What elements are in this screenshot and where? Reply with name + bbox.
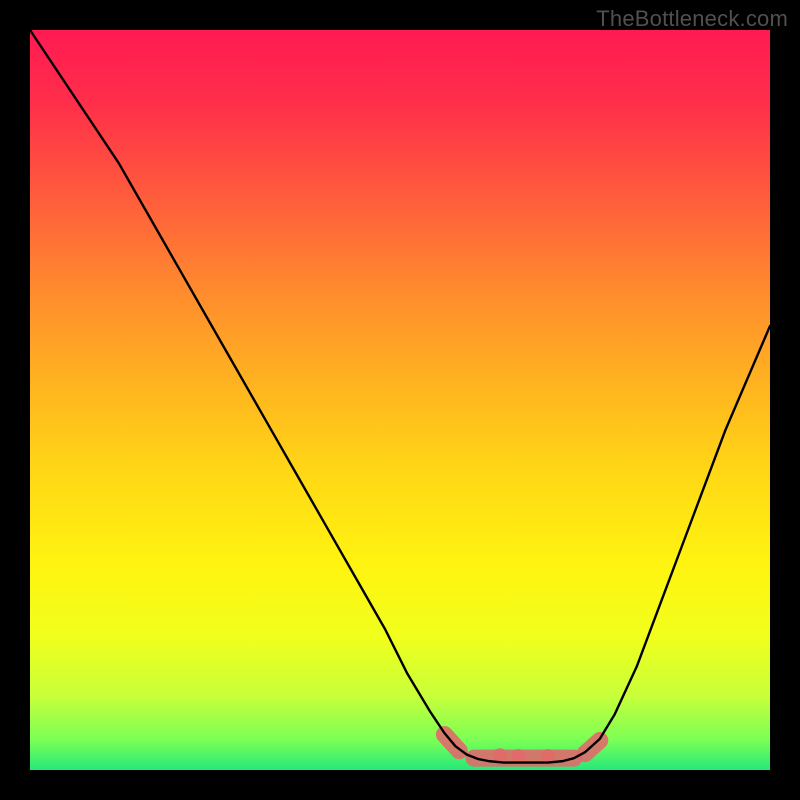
bottleneck-chart — [0, 0, 800, 800]
chart-container: TheBottleneck.com — [0, 0, 800, 800]
watermark-text: TheBottleneck.com — [596, 6, 788, 32]
